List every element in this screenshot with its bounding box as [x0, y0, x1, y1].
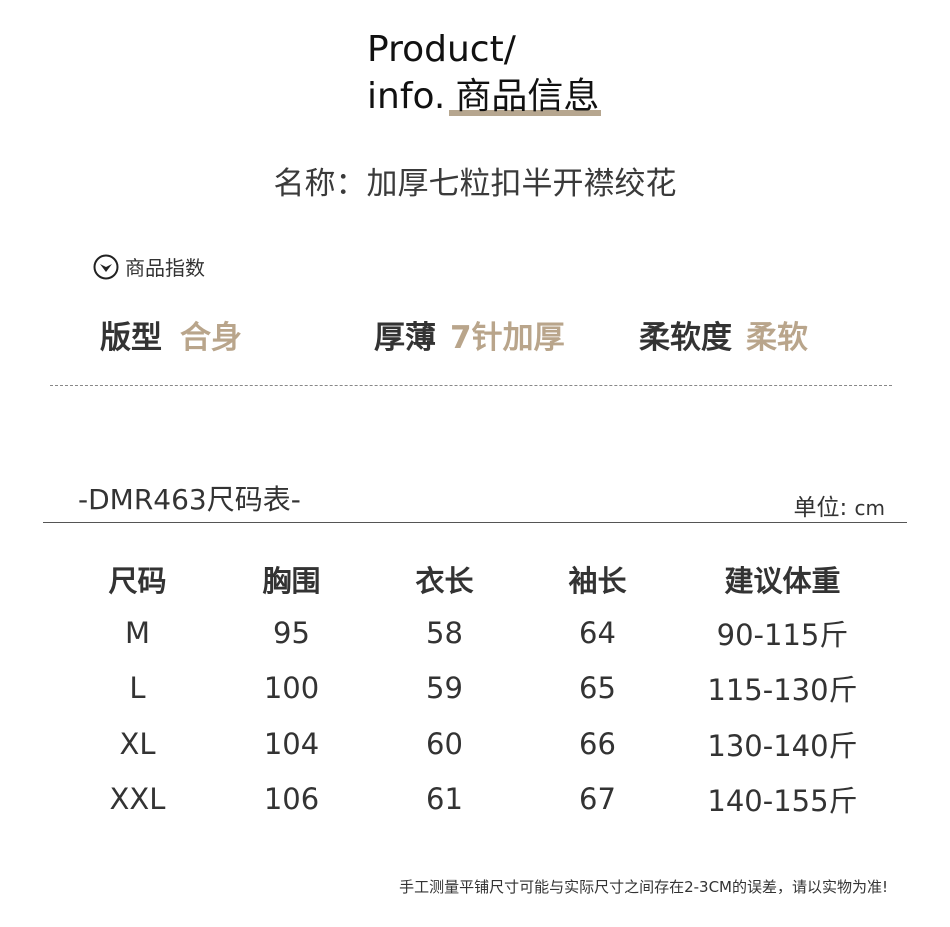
- attr-label: 版型: [100, 320, 162, 356]
- table-header-row: 尺码 胸围 衣长 袖长 建议体重: [60, 553, 891, 605]
- table-row: M 95 58 64 90-115斤: [60, 605, 891, 661]
- attr-label: 柔软度: [639, 320, 732, 356]
- table-cell: 100: [263, 671, 320, 706]
- attribute-fit: 版型 合身: [100, 312, 242, 357]
- table-cell: 104: [263, 726, 320, 761]
- table-cell: 58: [426, 615, 463, 650]
- header-en-line1: Product/: [367, 29, 516, 70]
- footnote: 手工测量平铺尺寸可能与实际尺寸之间存在2-3CM的误差，请以实物为准!: [399, 878, 888, 896]
- header-cn-title: 商品信息: [449, 76, 602, 118]
- solid-divider: [43, 522, 907, 523]
- attr-value: 柔软: [746, 320, 808, 356]
- table-cell: 130-140斤: [707, 728, 858, 763]
- table-cell: 59: [426, 671, 463, 706]
- table-row: XXL 106 61 67 140-155斤: [60, 772, 891, 828]
- unit-label: 单位: cm: [793, 488, 885, 522]
- table-cell: 60: [426, 726, 463, 761]
- attribute-softness: 柔软度 柔软: [639, 312, 808, 357]
- table-cell: XL: [119, 726, 156, 761]
- column-header: 衣长: [415, 564, 474, 598]
- table-cell: 140-155斤: [707, 784, 858, 819]
- table-cell: 64: [579, 615, 616, 650]
- dashed-divider: [50, 385, 892, 386]
- header-cn-text: 商品信息: [455, 76, 600, 117]
- header-line2: info. 商品信息: [367, 76, 602, 118]
- index-label: 商品指数: [125, 256, 205, 280]
- column-header: 建议体重: [724, 564, 841, 598]
- attr-value: 7针加厚: [450, 320, 565, 356]
- unit-prefix: 单位:: [793, 495, 848, 521]
- table-row: XL 104 60 66 130-140斤: [60, 716, 891, 772]
- table-cell: 66: [579, 726, 616, 761]
- table-cell: 90-115斤: [716, 617, 849, 652]
- table-cell: 95: [273, 615, 310, 650]
- size-table: 尺码 胸围 衣长 袖长 建议体重 M 95 58 64 90-115斤 L 100 59 65 115-1…: [60, 553, 891, 827]
- header-en-line2: info.: [367, 76, 446, 117]
- column-header: 胸围: [262, 564, 321, 598]
- product-name: 名称：加厚七粒扣半开襟绞花: [273, 166, 677, 202]
- column-header: 尺码: [108, 564, 167, 598]
- table-cell: M: [124, 615, 151, 650]
- table-cell: 61: [426, 782, 463, 817]
- table-row: L 100 59 65 115-130斤: [60, 661, 891, 717]
- chevron-down-circle-icon: [93, 254, 119, 279]
- column-header: 袖长: [568, 564, 627, 598]
- attr-value: 合身: [180, 320, 242, 356]
- table-cell: L: [129, 671, 146, 706]
- table-cell: 115-130斤: [707, 673, 858, 708]
- unit-value: cm: [854, 496, 885, 520]
- attribute-thickness: 厚薄 7针加厚: [374, 312, 565, 357]
- index-section: 商品指数: [93, 252, 205, 281]
- table-cell: 65: [579, 671, 616, 706]
- attr-label: 厚薄: [374, 320, 436, 356]
- size-chart-title: -DMR463尺码表-: [78, 483, 301, 516]
- table-cell: 106: [263, 782, 320, 817]
- table-cell: XXL: [109, 782, 166, 817]
- table-cell: 67: [579, 782, 616, 817]
